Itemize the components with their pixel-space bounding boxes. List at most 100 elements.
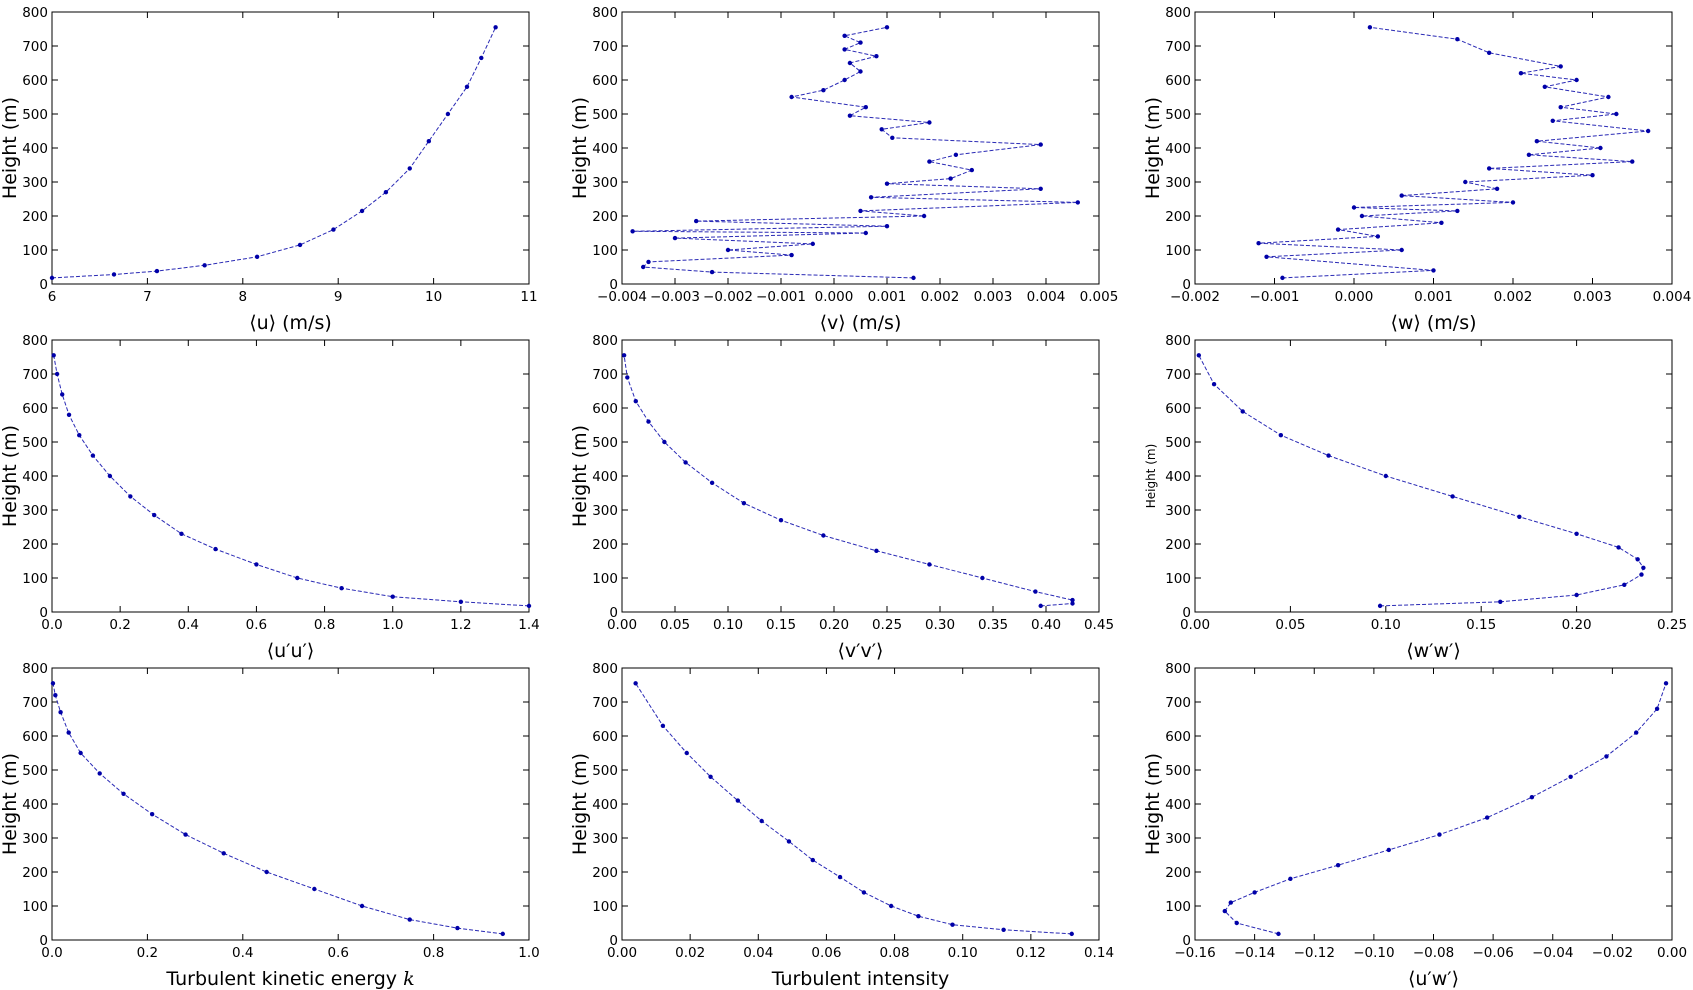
data-point bbox=[1399, 247, 1404, 253]
data-point bbox=[879, 127, 884, 132]
x-tick-label: 0.02 bbox=[675, 945, 705, 961]
data-point bbox=[911, 275, 916, 281]
series-line bbox=[635, 683, 1072, 935]
data-point bbox=[202, 263, 207, 268]
y-tick-label: 400 bbox=[592, 141, 618, 157]
x-tick-label: 0.2 bbox=[137, 945, 158, 961]
data-point bbox=[786, 839, 792, 844]
y-axis-label: Height (m) bbox=[569, 753, 591, 855]
data-point bbox=[1635, 557, 1640, 562]
data-point bbox=[1070, 597, 1075, 603]
data-point bbox=[1383, 473, 1389, 479]
data-point bbox=[884, 224, 890, 229]
x-tick-label: 0.25 bbox=[872, 617, 902, 633]
x-axis-label: ⟨v⟩ (m/s) bbox=[820, 312, 902, 334]
x-tick-label: −0.02 bbox=[1592, 945, 1633, 961]
data-point bbox=[312, 886, 317, 892]
data-point bbox=[625, 375, 630, 380]
data-point bbox=[1256, 241, 1261, 246]
data-point bbox=[1529, 795, 1535, 800]
data-point bbox=[1574, 77, 1579, 83]
data-point bbox=[221, 851, 226, 856]
subplot-5: 0.00 0.05 0.10 0.15 0.20 0.25 0.30 0.35 0.40 0.45… bbox=[569, 333, 1114, 662]
series-line bbox=[53, 355, 530, 607]
data-point bbox=[1526, 152, 1532, 157]
data-point bbox=[1498, 599, 1503, 604]
data-point bbox=[1437, 832, 1442, 837]
y-axis-label: Height (m) bbox=[1142, 753, 1164, 855]
data-point bbox=[254, 254, 260, 259]
data-point bbox=[1386, 847, 1391, 853]
x-tick-label: 0.8 bbox=[314, 617, 335, 633]
y-tick-label: 300 bbox=[22, 503, 48, 519]
series-line bbox=[1198, 355, 1644, 607]
data-point bbox=[1486, 166, 1492, 171]
y-tick-label: 400 bbox=[1165, 469, 1191, 485]
data-point bbox=[694, 218, 699, 224]
data-point bbox=[213, 546, 218, 552]
data-point bbox=[526, 603, 532, 609]
data-point bbox=[1280, 275, 1285, 281]
data-point bbox=[58, 710, 63, 715]
x-tick-label: 0.002 bbox=[1494, 289, 1533, 305]
x-tick-label: 0.08 bbox=[880, 945, 910, 961]
y-tick-label: 800 bbox=[22, 661, 48, 677]
data-point bbox=[890, 135, 895, 140]
data-point bbox=[179, 531, 184, 536]
x-tick-label: −0.002 bbox=[1170, 289, 1220, 305]
data-point bbox=[847, 113, 853, 118]
data-point bbox=[407, 166, 412, 171]
x-tick-label: 0.4 bbox=[232, 945, 253, 961]
y-tick-label: 600 bbox=[592, 401, 618, 417]
x-tick-label: 1.0 bbox=[382, 617, 403, 633]
data-point bbox=[1288, 876, 1293, 881]
y-tick-label: 500 bbox=[592, 107, 618, 123]
x-tick-label: −0.001 bbox=[756, 289, 806, 305]
series-line bbox=[1258, 26, 1649, 279]
y-tick-label: 100 bbox=[22, 571, 48, 587]
data-point bbox=[1252, 890, 1257, 895]
y-tick-label: 300 bbox=[592, 503, 618, 519]
data-point bbox=[1606, 94, 1611, 100]
y-tick-label: 200 bbox=[22, 865, 48, 881]
y-tick-label: 700 bbox=[592, 39, 618, 55]
x-tick-label: −0.001 bbox=[1250, 289, 1300, 305]
x-tick-label: −0.08 bbox=[1413, 945, 1454, 961]
data-point bbox=[1486, 50, 1492, 55]
data-point bbox=[858, 208, 863, 214]
data-point bbox=[884, 181, 890, 186]
x-tick-label: 0.25 bbox=[1657, 617, 1687, 633]
data-point bbox=[916, 914, 921, 919]
data-point bbox=[339, 586, 344, 591]
data-point bbox=[1399, 193, 1404, 198]
data-point bbox=[708, 774, 713, 779]
data-point bbox=[128, 494, 133, 499]
x-tick-label: 0.001 bbox=[1414, 289, 1453, 305]
data-point bbox=[953, 152, 959, 157]
y-tick-label: 600 bbox=[1165, 729, 1191, 745]
x-tick-label: 0.04 bbox=[743, 945, 773, 961]
data-point bbox=[1558, 105, 1563, 110]
data-point bbox=[331, 227, 336, 232]
data-point bbox=[479, 55, 484, 61]
y-tick-label: 600 bbox=[592, 73, 618, 89]
data-point bbox=[1641, 565, 1646, 570]
x-tick-label: −0.10 bbox=[1353, 945, 1394, 961]
data-point bbox=[1634, 730, 1639, 735]
subplot-6: 0.00 0.05 0.10 0.15 0.20 0.25 0 100 200 300 400 500… bbox=[1144, 333, 1687, 662]
subplot-4: 0.0 0.2 0.4 0.6 0.8 1.0 1.2 1.4 0 100 200 300 400 500… bbox=[0, 333, 540, 662]
x-axis-label: ⟨v′v′⟩ bbox=[838, 640, 884, 662]
y-tick-label: 400 bbox=[1165, 797, 1191, 813]
data-point bbox=[66, 412, 72, 417]
y-tick-label: 600 bbox=[1165, 73, 1191, 89]
data-point bbox=[359, 903, 365, 909]
data-point bbox=[53, 693, 58, 698]
x-tick-label: 0.10 bbox=[1371, 617, 1401, 633]
y-tick-label: 700 bbox=[1165, 367, 1191, 383]
y-tick-label: 700 bbox=[22, 695, 48, 711]
data-point bbox=[789, 94, 794, 100]
data-point bbox=[149, 812, 155, 817]
data-point bbox=[842, 77, 847, 83]
plot-frame bbox=[1194, 339, 1673, 613]
data-point bbox=[980, 575, 985, 581]
